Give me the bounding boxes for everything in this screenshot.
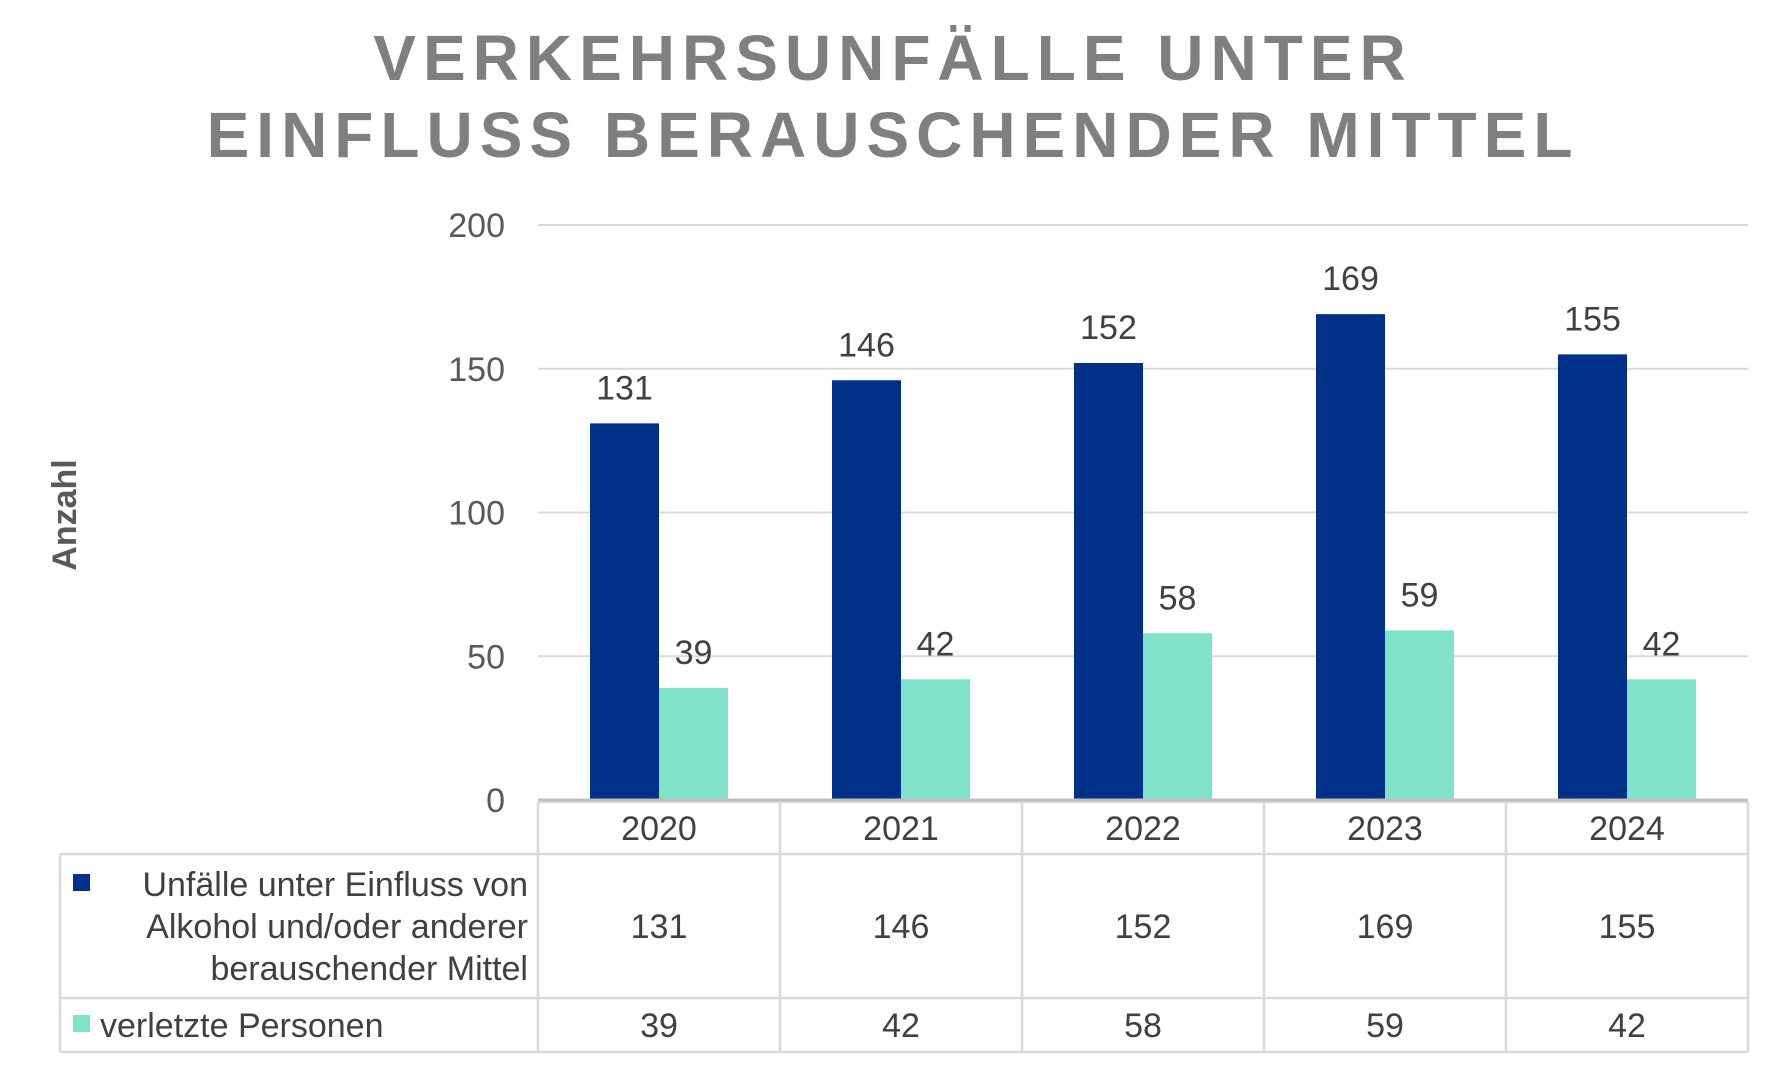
bar [1143,633,1212,800]
legend-label: Alkohol und/oder anderer [146,908,528,946]
x-tick-label: 2023 [1347,810,1423,848]
x-tick-label: 2020 [621,810,697,848]
data-label: 39 [675,634,713,672]
data-label: 59 [1401,576,1439,614]
legend-label: verletzte Personen [100,1007,384,1045]
chart-title: VERKEHRSUNFÄLLE UNTER EINFLUSS BERAUSCHE… [207,22,1580,171]
data-label: 146 [838,326,895,364]
legend-label: Unfälle unter Einfluss von [142,866,528,904]
data-label: 58 [1159,579,1197,617]
data-label: 169 [1322,260,1379,298]
bar [832,380,901,800]
x-tick-label: 2024 [1589,810,1665,848]
data-label: 131 [596,369,653,407]
data-label: 155 [1564,300,1621,338]
table-cell: 58 [1124,1007,1162,1045]
y-tick-label: 150 [448,351,505,389]
y-tick-label: 200 [448,207,505,245]
table-cell: 59 [1366,1007,1404,1045]
table-cell: 146 [873,908,930,946]
bar [590,423,659,800]
y-axis-ticks: 0 50 100 150 200 [448,207,505,820]
y-tick-label: 100 [448,495,505,533]
data-table: 2020 2021 2022 2023 2024 Unfälle unter Einflu… [58,798,1750,1054]
table-cell: 42 [1608,1007,1646,1045]
data-labels: 131 39 146 42 152 58 169 59 155 42 [596,260,1680,672]
bar [1385,630,1454,800]
table-cell: 155 [1599,908,1656,946]
table-cell: 42 [882,1007,920,1045]
bar [1074,363,1143,800]
table-cell: 39 [640,1007,678,1045]
bar [659,687,728,800]
table-cell: 152 [1115,908,1172,946]
data-label: 42 [1643,625,1681,663]
x-tick-label: 2021 [863,810,939,848]
y-tick-label: 0 [486,782,505,820]
table-cell: 169 [1357,908,1414,946]
legend-swatch [73,1015,90,1032]
bar [901,679,970,800]
chart-title-line-2: EINFLUSS BERAUSCHENDER MITTEL [207,99,1580,171]
data-label: 152 [1080,309,1137,347]
table-cell: 131 [631,908,688,946]
bar [1627,679,1696,800]
x-tick-label: 2022 [1105,810,1181,848]
y-tick-label: 50 [467,638,505,676]
data-label: 42 [917,625,955,663]
bars [590,314,1696,800]
bar [1558,354,1627,800]
chart-title-line-1: VERKEHRSUNFÄLLE UNTER [373,22,1412,94]
bar [1316,314,1385,800]
y-axis-label: Anzahl [46,459,84,570]
legend-swatch [73,874,90,891]
legend-label: berauschender Mittel [210,950,528,988]
